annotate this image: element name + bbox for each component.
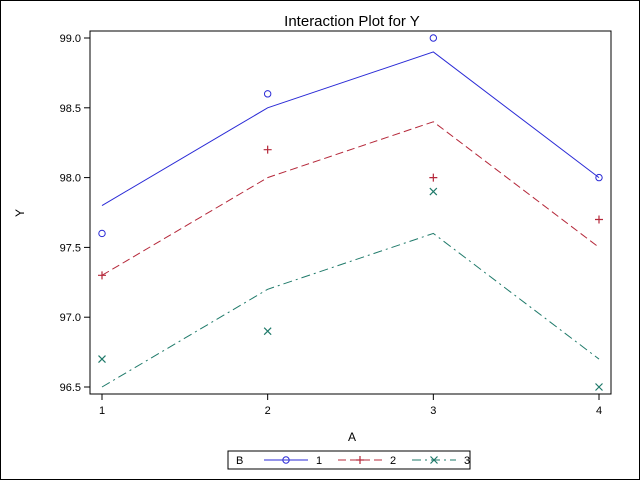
series-2-line: [101, 121, 600, 276]
x-tick-label: 3: [430, 405, 436, 417]
chart-title: Interaction Plot for Y: [284, 13, 420, 30]
series-2-point: [429, 173, 438, 182]
y-axis: 96.5 97.0 97.5 98.0 98.5 99.0: [60, 33, 90, 394]
series-3-point: [98, 355, 106, 364]
y-tick-label: 98.0: [60, 173, 81, 185]
plot-area: [89, 30, 612, 395]
legend-series-2-marker: [356, 456, 364, 464]
legend-series-1-marker: [282, 456, 290, 464]
series-3-point: [595, 383, 603, 391]
y-tick-label: 99.0: [60, 33, 81, 45]
y-axis-label: Y: [13, 209, 27, 217]
series-2-point: [98, 271, 106, 280]
series-2-point: [263, 145, 272, 154]
series-1-point: [429, 34, 438, 42]
legend-box: [227, 450, 471, 470]
series-1-line: [101, 51, 600, 206]
series-3-point: [263, 327, 272, 336]
series-layer: [98, 34, 603, 391]
series-2-point: [595, 215, 603, 224]
legend-series-2-label: 2: [390, 455, 396, 467]
legend-title: B: [236, 455, 243, 467]
series-3-line: [101, 232, 600, 388]
y-tick-label: 97.5: [60, 242, 81, 254]
x-tick-label: 2: [265, 405, 271, 417]
x-tick-label: 4: [596, 405, 602, 417]
legend-series-1-label: 1: [316, 455, 322, 467]
legend-series-3-label: 3: [464, 455, 470, 467]
x-axis: 1 2 3 4: [99, 394, 602, 417]
x-axis-label: A: [348, 430, 356, 444]
series-1-point: [263, 90, 272, 98]
legend: B 1 2 3: [227, 450, 471, 470]
legend-series-3-marker: [430, 456, 438, 464]
y-tick-label: 96.5: [60, 382, 81, 394]
x-tick-label: 1: [99, 405, 105, 417]
series-1-point: [595, 173, 603, 182]
y-tick-label: 97.0: [60, 312, 81, 324]
y-tick-label: 98.5: [60, 103, 81, 115]
series-1-point: [98, 229, 106, 238]
series-3-point: [429, 187, 438, 196]
